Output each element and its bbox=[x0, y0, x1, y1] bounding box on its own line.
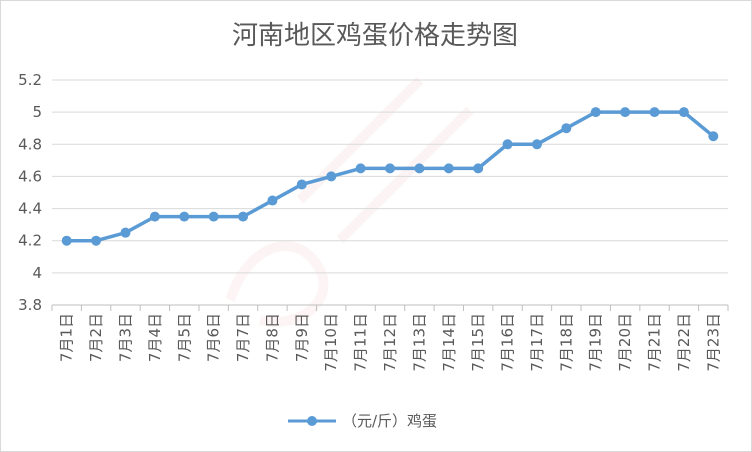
x-tick-label: 7月21日 bbox=[646, 313, 664, 372]
data-point bbox=[414, 163, 425, 174]
data-point bbox=[385, 163, 395, 174]
data-point bbox=[590, 107, 601, 118]
x-tick-label: 7月1日 bbox=[58, 313, 76, 362]
data-point bbox=[620, 107, 631, 118]
data-point bbox=[149, 211, 160, 222]
x-tick-label: 7月15日 bbox=[469, 313, 487, 372]
x-tick-label: 7月17日 bbox=[528, 313, 546, 372]
x-tick-label: 7月18日 bbox=[557, 313, 575, 372]
y-tick-label: 5.2 bbox=[18, 71, 42, 89]
legend-label: （元/斤）鸡蛋 bbox=[342, 412, 437, 430]
x-tick-label: 7月3日 bbox=[116, 313, 134, 362]
x-tick-label: 7月22日 bbox=[675, 313, 693, 372]
x-tick-label: 7月8日 bbox=[263, 313, 281, 362]
data-point bbox=[208, 211, 219, 222]
y-axis-ticks: 3.8 4 4.2 4.4 4.6 4.8 5 5.2 bbox=[18, 71, 42, 314]
x-tick-label: 7月23日 bbox=[704, 313, 722, 372]
x-tick-label: 7月14日 bbox=[440, 313, 458, 372]
y-tick-label: 5 bbox=[32, 103, 42, 121]
x-tick-label: 7月20日 bbox=[616, 313, 634, 372]
y-tick-label: 4.8 bbox=[18, 135, 42, 153]
x-tick-label: 7月5日 bbox=[175, 313, 193, 362]
data-point bbox=[678, 107, 689, 118]
data-point bbox=[296, 179, 307, 190]
data-point bbox=[502, 139, 513, 150]
x-tick-label: 7月9日 bbox=[293, 313, 311, 362]
gridlines bbox=[52, 79, 728, 306]
data-point bbox=[238, 211, 249, 222]
data-point bbox=[531, 139, 542, 150]
data-point bbox=[355, 163, 366, 174]
x-tick-label: 7月11日 bbox=[352, 313, 370, 372]
x-tick-label: 7月19日 bbox=[587, 313, 605, 372]
data-point bbox=[179, 211, 190, 222]
legend-marker bbox=[307, 416, 317, 426]
data-point bbox=[561, 123, 572, 134]
y-tick-label: 3.8 bbox=[18, 296, 42, 314]
data-point bbox=[649, 107, 660, 118]
x-tick-label: 7月12日 bbox=[381, 313, 399, 372]
x-tick-label: 7月10日 bbox=[322, 313, 340, 372]
y-tick-label: 4.6 bbox=[18, 167, 42, 185]
data-point bbox=[326, 171, 337, 182]
data-point bbox=[708, 131, 719, 142]
data-point bbox=[443, 163, 454, 174]
x-tick-label: 7月16日 bbox=[499, 313, 517, 372]
legend: （元/斤）鸡蛋 bbox=[288, 412, 437, 430]
x-tick-label: 7月7日 bbox=[234, 313, 252, 362]
x-tick-label: 7月13日 bbox=[410, 313, 428, 372]
data-point bbox=[120, 227, 131, 238]
x-tick-label: 7月6日 bbox=[205, 313, 223, 362]
x-tick-label: 7月4日 bbox=[146, 313, 164, 362]
data-point bbox=[473, 163, 484, 174]
data-point bbox=[91, 235, 102, 246]
data-point bbox=[267, 195, 278, 206]
x-tick-label: 7月2日 bbox=[87, 313, 105, 362]
data-point bbox=[61, 235, 72, 246]
y-tick-label: 4.2 bbox=[18, 232, 42, 250]
chart-title: 河南地区鸡蛋价格走势图 bbox=[232, 21, 518, 51]
y-tick-label: 4 bbox=[32, 264, 42, 282]
series-group bbox=[61, 107, 719, 246]
y-tick-label: 4.4 bbox=[18, 200, 42, 218]
x-axis: 7月1日 7月2日 7月3日 7月4日 7月5日 7月6日 7月7日 7月8日 7月9日 7月10… bbox=[51, 305, 729, 372]
